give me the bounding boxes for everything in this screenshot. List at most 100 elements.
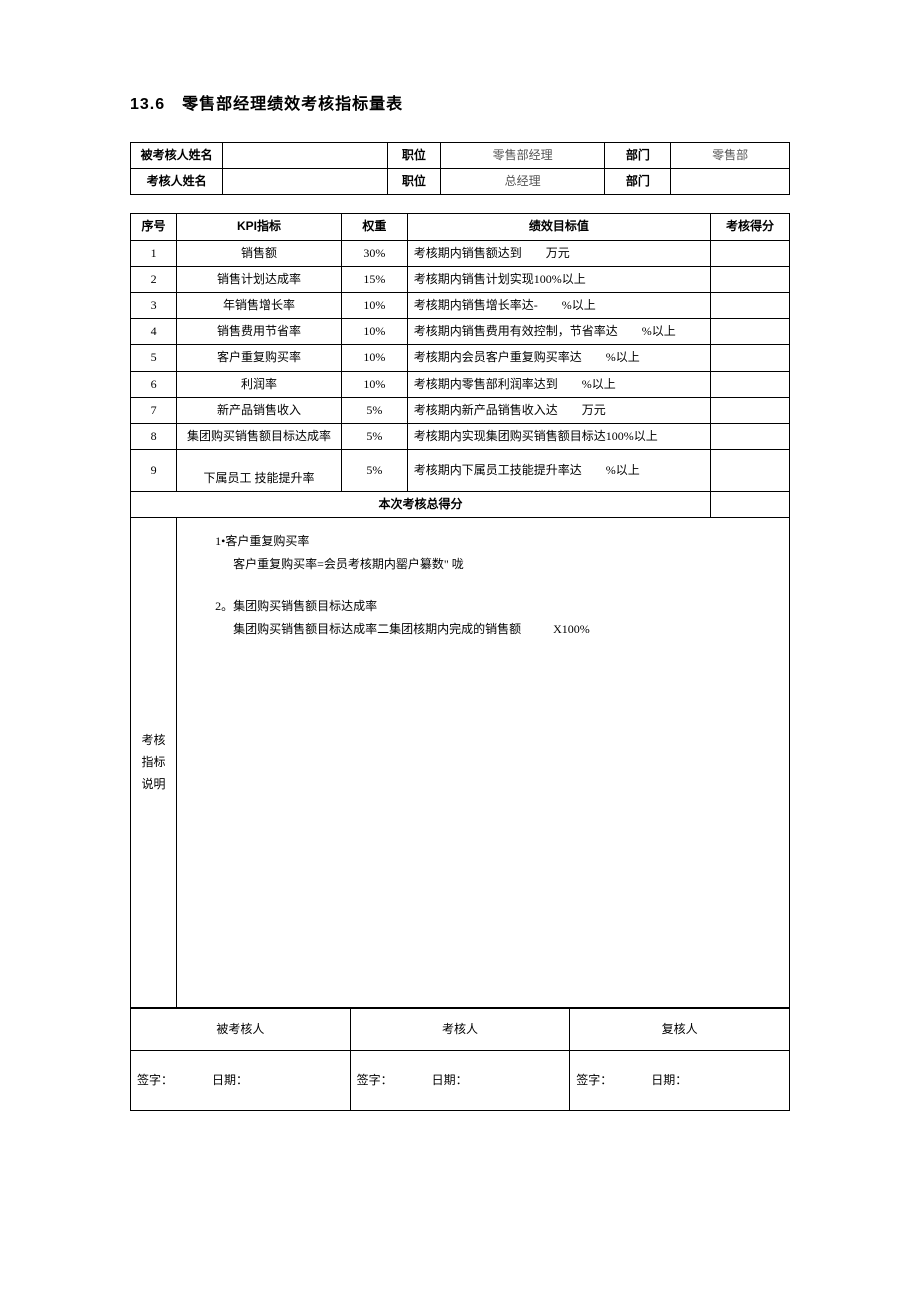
cell-seq: 3	[131, 292, 177, 318]
notes-content: 1•客户重复购买率 客户重复购买率=会员考核期内罂户纂数" 咙 2。集团购买销售…	[177, 518, 790, 1008]
note-line: 客户重复购买率=会员考核期内罂户纂数" 咙	[215, 555, 779, 574]
total-row: 本次考核总得分	[131, 492, 790, 518]
cell-indicator: 利润率	[177, 371, 342, 397]
table-row: 被考核人 考核人 复核人	[131, 1009, 790, 1051]
cell-seq: 9	[131, 450, 177, 492]
table-row: 签字： 日期： 签字： 日期： 签字： 日期：	[131, 1051, 790, 1111]
sig-checker-label: 复核人	[570, 1009, 790, 1051]
date-label: 日期：	[432, 1071, 468, 1090]
cell-target: 考核期内会员客户重复购买率达 %以上	[407, 345, 710, 371]
total-label: 本次考核总得分	[131, 492, 711, 518]
cell-weight: 5%	[341, 423, 407, 449]
table-row: 4 销售费用节省率 10% 考核期内销售费用有效控制，节省率达 %以上	[131, 319, 790, 345]
cell-seq: 7	[131, 397, 177, 423]
cell-indicator: 下属员工 技能提升率	[177, 450, 342, 492]
cell-weight: 30%	[341, 240, 407, 266]
spacer	[215, 579, 779, 593]
cell-target: 考核期内销售增长率达- %以上	[407, 292, 710, 318]
cell-score	[710, 397, 789, 423]
cell-seq: 5	[131, 345, 177, 371]
col-weight: 权重	[341, 214, 407, 240]
cell-weight: 10%	[341, 292, 407, 318]
note-line: 集团购买销售额目标达成率二集团核期内完成的销售额 X100%	[215, 620, 779, 639]
sig-reviewer-field: 签字： 日期：	[350, 1051, 570, 1111]
table-row: 2 销售计划达成率 15% 考核期内销售计划实现100%以上	[131, 266, 790, 292]
notes-label-l2: 指标	[142, 755, 166, 769]
notes-label: 考核 指标 说明	[131, 518, 177, 1008]
sig-reviewee-label: 被考核人	[131, 1009, 351, 1051]
sig-label: 签字：	[357, 1071, 393, 1090]
sig-reviewer-label: 考核人	[350, 1009, 570, 1051]
cell-score	[710, 450, 789, 492]
col-target: 绩效目标值	[407, 214, 710, 240]
notes-row: 考核 指标 说明 1•客户重复购买率 客户重复购买率=会员考核期内罂户纂数" 咙…	[131, 518, 790, 1008]
cell-seq: 8	[131, 423, 177, 449]
cell-target: 考核期内零售部利润率达到 %以上	[407, 371, 710, 397]
note-text: 集团购买销售额目标达成率二集团核期内完成的销售额	[233, 622, 521, 636]
label-dept: 部门	[605, 169, 671, 195]
kpi-table: 序号 KPI指标 权重 绩效目标值 考核得分 1 销售额 30% 考核期内销售额…	[130, 213, 790, 1008]
col-score: 考核得分	[710, 214, 789, 240]
header-table: 被考核人姓名 职位 零售部经理 部门 零售部 考核人姓名 职位 总经理 部门	[130, 142, 790, 195]
cell-indicator: 集团购买销售额目标达成率	[177, 423, 342, 449]
cell-target: 考核期内新产品销售收入达 万元	[407, 397, 710, 423]
value-position: 总经理	[440, 169, 605, 195]
col-indicator: KPI指标	[177, 214, 342, 240]
signature-table: 被考核人 考核人 复核人 签字： 日期： 签字： 日期： 签字： 日期：	[130, 1008, 790, 1111]
sig-reviewee-field: 签字： 日期：	[131, 1051, 351, 1111]
sig-checker-field: 签字： 日期：	[570, 1051, 790, 1111]
notes-label-l3: 说明	[142, 777, 166, 791]
cell-seq: 6	[131, 371, 177, 397]
table-row: 考核人姓名 职位 总经理 部门	[131, 169, 790, 195]
cell-target: 考核期内销售费用有效控制，节省率达 %以上	[407, 319, 710, 345]
cell-score	[710, 423, 789, 449]
cell-score	[710, 319, 789, 345]
date-label: 日期：	[212, 1071, 248, 1090]
table-header-row: 序号 KPI指标 权重 绩效目标值 考核得分	[131, 214, 790, 240]
sig-label: 签字：	[576, 1071, 612, 1090]
sig-label: 签字：	[137, 1071, 173, 1090]
cell-seq: 1	[131, 240, 177, 266]
table-row: 被考核人姓名 职位 零售部经理 部门 零售部	[131, 143, 790, 169]
value-dept: 零售部	[671, 143, 790, 169]
date-label: 日期：	[651, 1071, 687, 1090]
cell-seq: 2	[131, 266, 177, 292]
label-reviewee-name: 被考核人姓名	[131, 143, 223, 169]
table-row: 8 集团购买销售额目标达成率 5% 考核期内实现集团购买销售额目标达100%以上	[131, 423, 790, 449]
cell-target: 考核期内销售计划实现100%以上	[407, 266, 710, 292]
cell-weight: 10%	[341, 319, 407, 345]
table-row: 1 销售额 30% 考核期内销售额达到 万元	[131, 240, 790, 266]
cell-indicator: 销售额	[177, 240, 342, 266]
value-position: 零售部经理	[440, 143, 605, 169]
table-row: 5 客户重复购买率 10% 考核期内会员客户重复购买率达 %以上	[131, 345, 790, 371]
label-dept: 部门	[605, 143, 671, 169]
notes-label-l1: 考核	[142, 733, 166, 747]
cell-score	[710, 292, 789, 318]
value-dept	[671, 169, 790, 195]
cell-indicator: 年销售增长率	[177, 292, 342, 318]
cell-score	[710, 345, 789, 371]
cell-indicator: 销售计划达成率	[177, 266, 342, 292]
cell-weight: 10%	[341, 345, 407, 371]
cell-weight: 15%	[341, 266, 407, 292]
note-text: X100%	[553, 622, 590, 636]
page-title: 13.6 零售部经理绩效考核指标量表	[130, 90, 790, 114]
col-seq: 序号	[131, 214, 177, 240]
cell-indicator: 销售费用节省率	[177, 319, 342, 345]
label-position: 职位	[388, 143, 441, 169]
cell-weight: 5%	[341, 450, 407, 492]
cell-indicator: 新产品销售收入	[177, 397, 342, 423]
label-position: 职位	[388, 169, 441, 195]
cell-score	[710, 240, 789, 266]
value-reviewer-name	[223, 169, 388, 195]
table-row: 9 下属员工 技能提升率 5% 考核期内下属员工技能提升率达 %以上	[131, 450, 790, 492]
table-row: 6 利润率 10% 考核期内零售部利润率达到 %以上	[131, 371, 790, 397]
cell-seq: 4	[131, 319, 177, 345]
cell-indicator: 客户重复购买率	[177, 345, 342, 371]
cell-target: 考核期内下属员工技能提升率达 %以上	[407, 450, 710, 492]
label-reviewer-name: 考核人姓名	[131, 169, 223, 195]
table-row: 3 年销售增长率 10% 考核期内销售增长率达- %以上	[131, 292, 790, 318]
total-score	[710, 492, 789, 518]
note-line: 2。集团购买销售额目标达成率	[215, 597, 779, 616]
value-reviewee-name	[223, 143, 388, 169]
